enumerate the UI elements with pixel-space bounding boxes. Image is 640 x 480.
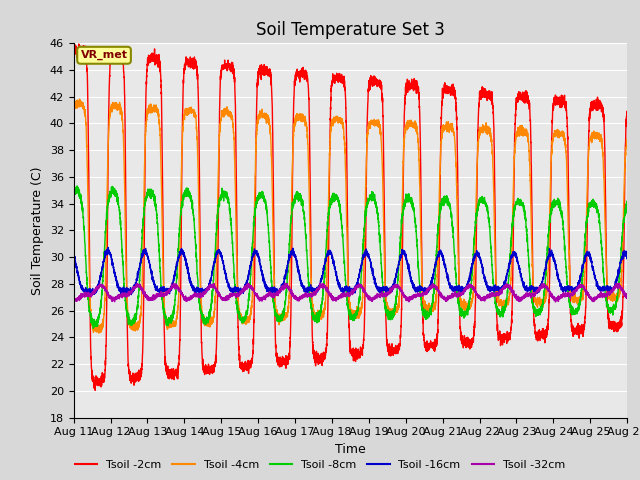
Tsoil -8cm bbox=[170, 305, 178, 311]
Tsoil -8cm bbox=[90, 325, 97, 331]
Tsoil -4cm bbox=[483, 128, 491, 134]
Y-axis label: Soil Temperature (C): Soil Temperature (C) bbox=[31, 166, 44, 295]
Tsoil -8cm bbox=[483, 204, 491, 210]
Tsoil -2cm bbox=[525, 101, 533, 107]
Tsoil -16cm bbox=[104, 245, 112, 251]
Tsoil -16cm bbox=[483, 281, 491, 287]
Tsoil -32cm bbox=[552, 299, 559, 305]
Tsoil -2cm bbox=[402, 88, 410, 94]
Tsoil -8cm bbox=[402, 198, 410, 204]
Tsoil -2cm bbox=[170, 371, 178, 376]
Line: Tsoil -8cm: Tsoil -8cm bbox=[74, 186, 627, 328]
Tsoil -16cm bbox=[525, 286, 533, 292]
Tsoil -4cm bbox=[70, 105, 77, 111]
Tsoil -8cm bbox=[430, 291, 438, 297]
Tsoil -8cm bbox=[70, 192, 77, 198]
Tsoil -32cm bbox=[281, 280, 289, 286]
Tsoil -4cm bbox=[623, 136, 631, 142]
Tsoil -2cm bbox=[92, 387, 99, 393]
Line: Tsoil -4cm: Tsoil -4cm bbox=[74, 99, 627, 333]
Line: Tsoil -16cm: Tsoil -16cm bbox=[74, 248, 627, 295]
Tsoil -32cm bbox=[402, 296, 410, 301]
Tsoil -8cm bbox=[282, 300, 289, 305]
Tsoil -2cm bbox=[75, 41, 83, 47]
Tsoil -4cm bbox=[95, 330, 102, 336]
Tsoil -32cm bbox=[623, 294, 631, 300]
Tsoil -8cm bbox=[74, 183, 81, 189]
Tsoil -16cm bbox=[170, 274, 178, 280]
X-axis label: Time: Time bbox=[335, 443, 366, 456]
Tsoil -16cm bbox=[623, 254, 631, 260]
Tsoil -2cm bbox=[430, 342, 438, 348]
Tsoil -32cm bbox=[70, 294, 77, 300]
Tsoil -16cm bbox=[430, 267, 438, 273]
Tsoil -2cm bbox=[282, 357, 289, 362]
Tsoil -4cm bbox=[76, 96, 83, 102]
Tsoil -16cm bbox=[402, 251, 410, 257]
Tsoil -4cm bbox=[282, 311, 289, 316]
Tsoil -4cm bbox=[525, 149, 533, 155]
Tsoil -32cm bbox=[615, 280, 623, 286]
Tsoil -2cm bbox=[623, 114, 631, 120]
Line: Tsoil -32cm: Tsoil -32cm bbox=[74, 283, 627, 302]
Tsoil -8cm bbox=[623, 204, 631, 210]
Tsoil -32cm bbox=[483, 295, 490, 301]
Tsoil -8cm bbox=[525, 262, 533, 268]
Tsoil -16cm bbox=[127, 292, 135, 298]
Tsoil -32cm bbox=[170, 283, 178, 289]
Tsoil -32cm bbox=[430, 284, 438, 289]
Tsoil -2cm bbox=[483, 92, 491, 97]
Tsoil -4cm bbox=[402, 126, 410, 132]
Tsoil -16cm bbox=[282, 273, 289, 278]
Tsoil -4cm bbox=[430, 302, 438, 308]
Legend: Tsoil -2cm, Tsoil -4cm, Tsoil -8cm, Tsoil -16cm, Tsoil -32cm: Tsoil -2cm, Tsoil -4cm, Tsoil -8cm, Tsoi… bbox=[70, 456, 570, 474]
Line: Tsoil -2cm: Tsoil -2cm bbox=[74, 44, 627, 390]
Tsoil -2cm bbox=[70, 57, 77, 62]
Text: VR_met: VR_met bbox=[81, 50, 127, 60]
Title: Soil Temperature Set 3: Soil Temperature Set 3 bbox=[256, 21, 445, 39]
Tsoil -16cm bbox=[70, 251, 77, 257]
Tsoil -4cm bbox=[170, 322, 178, 328]
Tsoil -32cm bbox=[525, 293, 532, 299]
